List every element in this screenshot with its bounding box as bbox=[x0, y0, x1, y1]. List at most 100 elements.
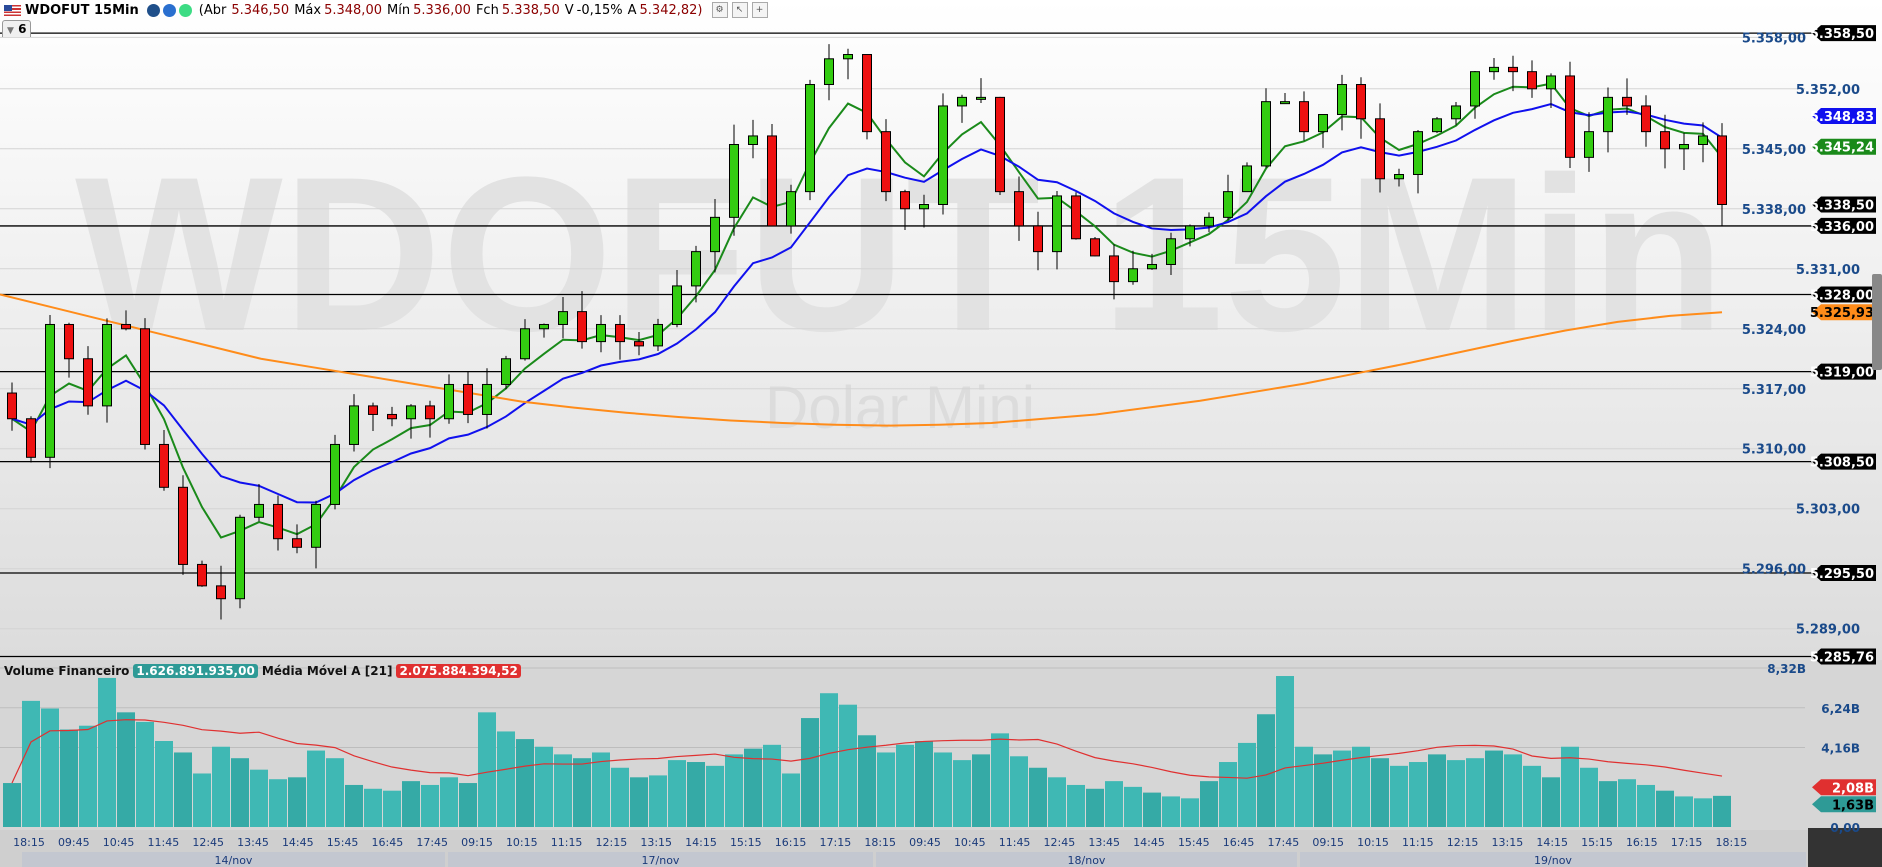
volume-bar bbox=[896, 744, 914, 827]
close-label: Fch bbox=[475, 2, 499, 18]
volume-bar bbox=[1219, 762, 1237, 827]
candle-up bbox=[748, 135, 758, 146]
symbol-title[interactable]: WDOFUT 15Min bbox=[25, 2, 139, 18]
level-price-tag-bg bbox=[1812, 648, 1876, 665]
price-tick-label: 5.303,00 bbox=[1796, 503, 1860, 518]
time-tick-label: 15:45 bbox=[327, 836, 359, 849]
volume-bar bbox=[725, 754, 743, 827]
level-price-tag-bg bbox=[1812, 286, 1876, 303]
volume-bar bbox=[345, 784, 363, 827]
volume-bar bbox=[668, 760, 686, 827]
blue-circle-icon[interactable] bbox=[162, 3, 176, 17]
ma-mid-tag: 5.348,83 bbox=[1810, 110, 1874, 125]
candle-down bbox=[292, 538, 302, 548]
candle-down bbox=[577, 311, 587, 343]
time-tick-label: 16:15 bbox=[775, 836, 807, 849]
candle-up bbox=[1147, 263, 1157, 270]
add-icon[interactable]: + bbox=[751, 2, 768, 18]
candle-up bbox=[957, 96, 967, 107]
time-tick-label: 16:15 bbox=[1626, 836, 1658, 849]
candle-up bbox=[1451, 105, 1461, 120]
time-tick-label: 10:15 bbox=[1357, 836, 1389, 849]
candle-down bbox=[1090, 238, 1100, 257]
candle-up bbox=[102, 323, 112, 407]
candle-down bbox=[615, 323, 625, 343]
avg-label: A bbox=[627, 2, 637, 18]
settings-icon[interactable]: ⚙ bbox=[711, 2, 728, 18]
candle-down bbox=[1717, 135, 1727, 205]
volume-bar bbox=[1637, 784, 1655, 827]
time-tick-label: 14:45 bbox=[1133, 836, 1165, 849]
candle-down bbox=[368, 405, 378, 415]
volume-bar bbox=[934, 752, 952, 827]
volume-bar bbox=[1694, 798, 1712, 827]
volume-bar bbox=[801, 718, 819, 827]
candle-up bbox=[1223, 191, 1233, 218]
candle-up bbox=[235, 516, 245, 600]
volume-bar bbox=[1409, 762, 1427, 827]
volume-bar bbox=[231, 758, 249, 827]
date-label: 19/nov bbox=[1534, 854, 1572, 867]
candle-up bbox=[254, 503, 264, 518]
candle-down bbox=[140, 328, 150, 445]
candle-up bbox=[1679, 144, 1689, 150]
time-tick-label: 14:45 bbox=[282, 836, 314, 849]
indicator-toggle[interactable]: ▼ 6 bbox=[2, 20, 32, 37]
candle-down bbox=[178, 486, 188, 565]
time-tick-label: 17:15 bbox=[820, 836, 852, 849]
candle-down bbox=[64, 323, 74, 360]
candle-up bbox=[1242, 165, 1252, 193]
level-price-tag: 5.319,00 bbox=[1810, 366, 1874, 381]
low-value: 5.336,00 bbox=[413, 2, 471, 18]
level-price-tag-bg bbox=[1812, 25, 1876, 42]
ma-fast-tag-bg bbox=[1812, 138, 1876, 155]
time-tick-label: 18:15 bbox=[864, 836, 896, 849]
time-tick-label: 11:15 bbox=[1402, 836, 1434, 849]
time-tick-label: 16:45 bbox=[1223, 836, 1255, 849]
level-price-tag: 5.328,00 bbox=[1810, 288, 1874, 303]
level-price-tag: 5.336,00 bbox=[1810, 220, 1874, 235]
candle-down bbox=[881, 131, 891, 193]
volume-bar bbox=[1143, 792, 1161, 827]
volume-bar bbox=[497, 731, 515, 827]
candle-up bbox=[444, 383, 454, 420]
candle-up bbox=[501, 358, 511, 385]
volume-bar bbox=[630, 777, 648, 827]
candle-up bbox=[1280, 101, 1290, 105]
candle-down bbox=[1109, 255, 1119, 283]
candle-down bbox=[1660, 131, 1670, 150]
time-tick-label: 15:15 bbox=[730, 836, 762, 849]
indicator-count: 6 bbox=[18, 22, 27, 36]
volume-last-tag: 1,63B bbox=[1832, 798, 1874, 813]
volume-bar bbox=[117, 712, 135, 827]
candle-down bbox=[767, 135, 777, 227]
volume-bar bbox=[1124, 786, 1142, 827]
date-label: 14/nov bbox=[215, 854, 253, 867]
volume-header: Volume Financeiro 1.626.891.935,00 Média… bbox=[4, 664, 521, 678]
candle-up bbox=[520, 328, 530, 360]
pointer-icon[interactable]: ↖ bbox=[731, 2, 748, 18]
time-tick-label: 10:15 bbox=[506, 836, 538, 849]
candle-down bbox=[197, 563, 207, 587]
candle-up bbox=[691, 251, 701, 287]
bmf-icon[interactable] bbox=[146, 3, 160, 17]
volume-bar bbox=[1561, 746, 1579, 827]
candle-up bbox=[311, 503, 321, 548]
candle-down bbox=[1508, 66, 1518, 73]
date-band bbox=[22, 852, 445, 867]
us-flag-icon bbox=[4, 4, 21, 16]
ma-fast-tag: 5.345,24 bbox=[1810, 141, 1874, 156]
volume-bar bbox=[763, 744, 781, 827]
candle-up bbox=[672, 285, 682, 325]
scroll-handle[interactable] bbox=[1872, 274, 1882, 370]
volume-bar bbox=[820, 693, 838, 827]
var-label: V bbox=[564, 2, 574, 18]
volume-bar bbox=[1257, 714, 1275, 827]
candle-up bbox=[1489, 66, 1499, 73]
candle-up bbox=[1584, 131, 1594, 158]
ma-long-tag-bg bbox=[1812, 304, 1876, 321]
candle-up bbox=[1166, 238, 1176, 265]
volume-bar bbox=[459, 783, 477, 827]
volume-bar bbox=[1428, 754, 1446, 827]
